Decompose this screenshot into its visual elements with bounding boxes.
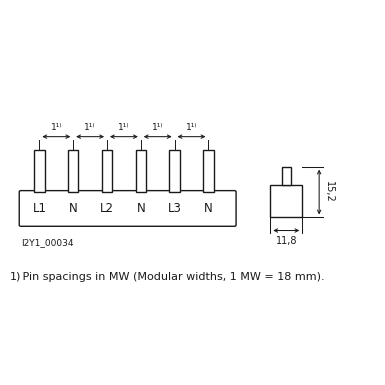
Text: 11,8: 11,8 bbox=[276, 236, 297, 246]
Bar bbox=[270, 186, 302, 218]
Text: 15,2: 15,2 bbox=[324, 181, 334, 203]
Bar bbox=[68, 150, 79, 192]
Text: I2Y1_00034: I2Y1_00034 bbox=[21, 238, 73, 247]
Text: N: N bbox=[69, 202, 78, 215]
Text: Pin spacings in MW (Modular widths, 1 MW = 18 mm).: Pin spacings in MW (Modular widths, 1 MW… bbox=[19, 272, 325, 282]
Text: 1¹⁾: 1¹⁾ bbox=[118, 123, 130, 132]
Text: 1¹⁾: 1¹⁾ bbox=[186, 123, 197, 132]
Bar bbox=[282, 167, 291, 186]
Text: N: N bbox=[136, 202, 145, 215]
Bar bbox=[136, 150, 146, 192]
Text: L1: L1 bbox=[32, 202, 47, 215]
Bar bbox=[203, 150, 214, 192]
Text: 1): 1) bbox=[9, 272, 21, 282]
Text: L3: L3 bbox=[167, 202, 182, 215]
Bar bbox=[169, 150, 180, 192]
Text: 1¹⁾: 1¹⁾ bbox=[84, 123, 96, 132]
Text: 1¹⁾: 1¹⁾ bbox=[152, 123, 164, 132]
FancyBboxPatch shape bbox=[19, 191, 236, 226]
Text: L2: L2 bbox=[100, 202, 114, 215]
Bar bbox=[34, 150, 45, 192]
Text: N: N bbox=[204, 202, 213, 215]
Text: 1¹⁾: 1¹⁾ bbox=[50, 123, 62, 132]
Bar bbox=[102, 150, 112, 192]
